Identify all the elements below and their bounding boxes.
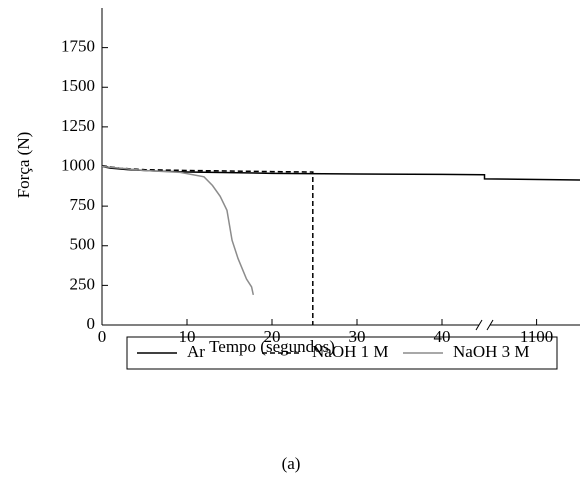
y-tick-label: 1250 xyxy=(61,116,95,135)
series-line xyxy=(101,165,255,296)
x-tick-label: 40 xyxy=(434,327,451,346)
x-tick-label: 0 xyxy=(98,327,107,346)
x-tick-label: 1100 xyxy=(520,327,553,346)
x-tick-label: 10 xyxy=(179,327,196,346)
x-axis-label: Tempo (segundos) xyxy=(209,337,335,356)
axis-break xyxy=(475,319,483,331)
x-tick-label: 20 xyxy=(264,327,281,346)
y-tick-label: 1000 xyxy=(61,155,95,174)
y-tick-label: 750 xyxy=(70,195,96,214)
legend-label: NaOH 1 M xyxy=(312,342,389,361)
y-tick-label: 1500 xyxy=(61,76,95,95)
y-tick-label: 250 xyxy=(70,274,96,293)
legend-label: NaOH 3 M xyxy=(453,342,530,361)
y-axis-label: Força (N) xyxy=(14,132,33,199)
axis-break xyxy=(486,319,494,331)
y-tick-label: 500 xyxy=(70,235,96,254)
legend-label: Ar xyxy=(187,342,205,361)
series-line xyxy=(101,165,581,181)
caption: (a) xyxy=(282,454,301,473)
x-tick-label: 30 xyxy=(349,327,366,346)
legend xyxy=(126,336,558,370)
y-tick-label: 1750 xyxy=(61,37,95,56)
y-tick-label: 0 xyxy=(87,314,96,333)
series-line xyxy=(101,164,314,325)
